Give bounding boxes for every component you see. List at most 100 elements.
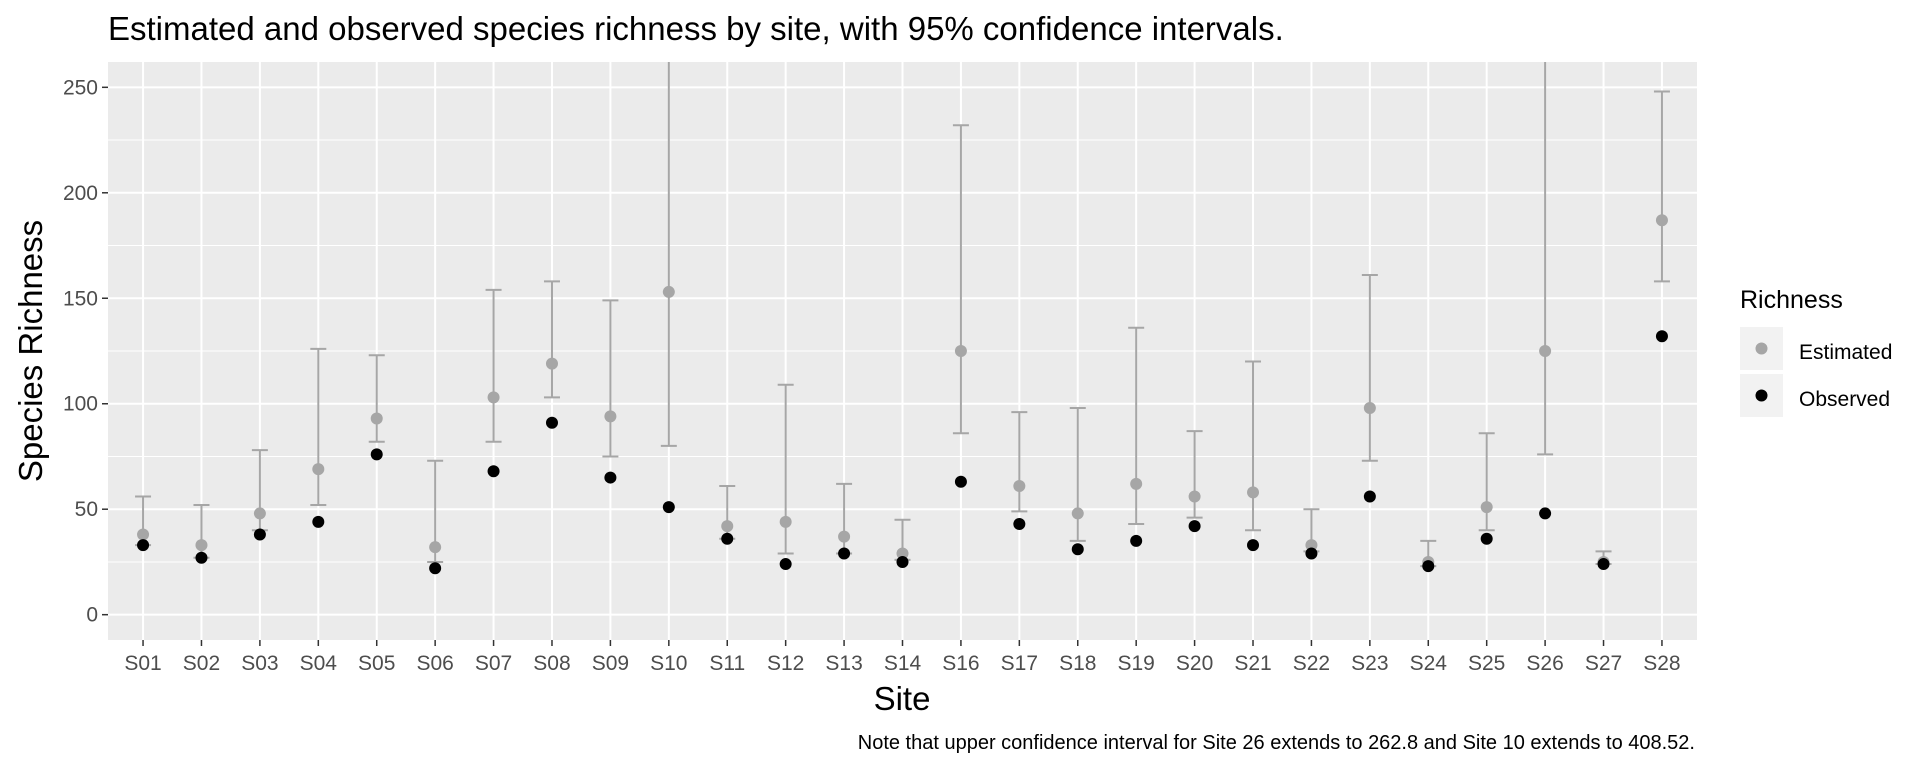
estimated-point [1013, 480, 1026, 493]
estimated-point [137, 528, 150, 541]
estimated-point [896, 547, 909, 560]
estimated-point [1655, 214, 1668, 227]
y-tick-label: 50 [75, 498, 98, 521]
estimated-point [662, 285, 675, 298]
observed-point [253, 528, 266, 541]
x-tick-label: S08 [533, 652, 570, 675]
x-tick-label: S01 [124, 652, 161, 675]
observed-point [1188, 520, 1201, 533]
observed-point [1480, 532, 1493, 545]
estimated-point [195, 539, 208, 552]
observed-point [1130, 534, 1143, 547]
observed-point [662, 501, 675, 514]
estimated-point [779, 515, 792, 528]
x-tick-label: S12 [767, 652, 804, 675]
x-tick-label: S18 [1059, 652, 1096, 675]
estimated-point [721, 520, 734, 533]
x-tick-label: S24 [1410, 652, 1448, 675]
observed-point [370, 448, 383, 461]
x-tick-label: S17 [1001, 652, 1038, 675]
observed-point [195, 551, 208, 564]
x-tick-label: S09 [592, 652, 629, 675]
chart-title: Estimated and observed species richness … [108, 10, 1284, 47]
estimated-point [1480, 501, 1493, 514]
observed-point [545, 416, 558, 429]
x-tick-label: S19 [1117, 652, 1154, 675]
x-tick-label: S05 [358, 652, 395, 675]
x-tick-label: S23 [1351, 652, 1388, 675]
x-tick-label: S06 [416, 652, 453, 675]
chart-note: Note that upper confidence interval for … [857, 732, 1695, 754]
estimated-point [1539, 345, 1552, 357]
observed-point [721, 532, 734, 545]
observed-point [1247, 539, 1260, 552]
legend-key-observed [1755, 389, 1768, 402]
observed-point [1363, 490, 1376, 503]
estimated-point [1363, 401, 1376, 414]
x-tick-label: S04 [300, 652, 338, 675]
x-tick-label: S25 [1468, 652, 1505, 675]
y-axis: 0 50 100 150 200 250 [63, 76, 108, 627]
observed-point [1013, 517, 1026, 530]
estimated-point [604, 410, 617, 423]
observed-point [896, 555, 909, 568]
estimated-point [429, 541, 442, 554]
x-tick-label: S10 [650, 652, 687, 675]
x-tick-label: S11 [709, 652, 745, 675]
y-axis-title: Species Richness [12, 220, 49, 482]
observed-point [779, 558, 792, 571]
estimated-point [253, 507, 266, 520]
observed-point [1655, 330, 1668, 343]
x-tick-label: S26 [1526, 652, 1563, 675]
x-axis: S01 S02 S03 S04 S05 S06 S07 S08 S09 S10 S11 S12 S13 S… [124, 640, 1681, 675]
x-tick-label: S07 [475, 652, 512, 675]
estimated-point [487, 391, 500, 404]
estimated-point [1247, 486, 1260, 499]
confidence-intervals [135, 62, 1670, 568]
legend-label-observed: Observed [1799, 388, 1890, 411]
estimated-point [1305, 539, 1318, 552]
x-tick-label: S21 [1234, 652, 1271, 675]
x-axis-title: Site [874, 680, 931, 717]
estimated-point [370, 412, 383, 425]
observed-point [1071, 543, 1084, 556]
x-tick-label: S14 [884, 652, 922, 675]
observed-point [1305, 547, 1318, 560]
estimated-point [1188, 490, 1201, 503]
y-tick-label: 200 [63, 182, 98, 205]
y-tick-label: 250 [63, 76, 98, 99]
x-tick-label: S20 [1176, 652, 1213, 675]
observed-point [604, 471, 617, 484]
estimated-point [954, 345, 967, 357]
x-tick-label: S03 [241, 652, 278, 675]
estimated-point [545, 357, 558, 370]
estimated-point [838, 530, 851, 543]
observed-point [838, 547, 851, 560]
x-tick-label: S22 [1293, 652, 1330, 675]
observed-point [137, 539, 150, 552]
y-tick-label: 0 [86, 604, 98, 627]
observed-point [1597, 558, 1610, 571]
estimated-point [1071, 507, 1084, 520]
observed-point [312, 515, 325, 528]
estimated-point [312, 463, 325, 476]
legend: Richness Estimated Observed [1740, 286, 1892, 417]
observed-point [1539, 507, 1552, 520]
x-tick-label: S27 [1585, 652, 1622, 675]
y-tick-label: 100 [63, 393, 98, 416]
legend-title: Richness [1740, 286, 1843, 314]
observed-point [954, 475, 967, 488]
x-tick-label: S02 [183, 652, 220, 675]
y-tick-label: 150 [63, 287, 98, 310]
estimated-point [1130, 477, 1143, 490]
legend-label-estimated: Estimated [1799, 341, 1892, 364]
legend-key-estimated [1755, 342, 1768, 355]
observed-point [1422, 560, 1435, 573]
observed-points [137, 330, 1668, 575]
estimated-points [137, 214, 1668, 568]
x-tick-label: S13 [825, 652, 862, 675]
x-tick-label: S28 [1643, 652, 1680, 675]
observed-point [487, 465, 500, 478]
observed-point [429, 562, 442, 575]
